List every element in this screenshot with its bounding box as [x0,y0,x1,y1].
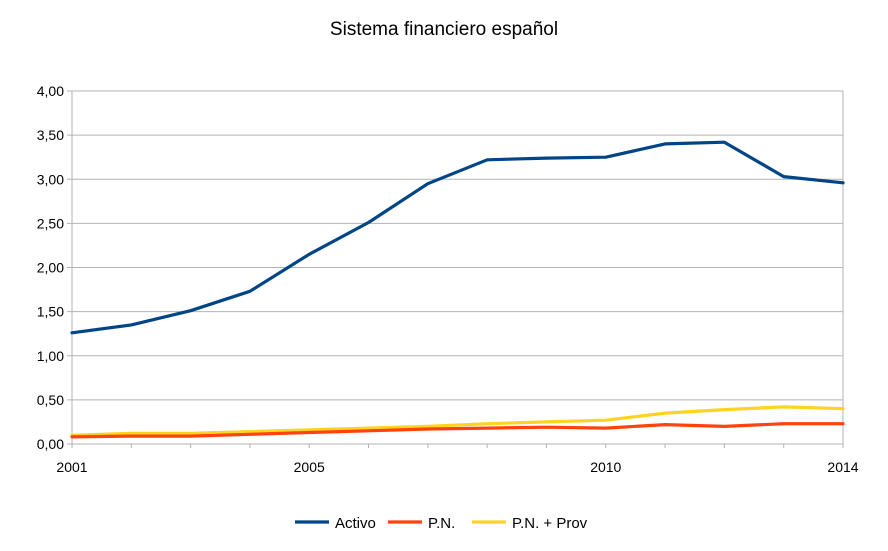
x-tick-label: 2005 [294,459,325,475]
y-tick-label: 1,00 [37,348,64,364]
series-line-p-n [70,422,845,439]
legend-label: P.N. + Prov [512,515,588,532]
y-tick-label: 3,00 [37,171,64,187]
y-tick-label: 0,50 [37,392,64,408]
y-tick-label: 2,50 [37,215,64,231]
chart-title: Sistema financiero español [330,19,558,40]
x-tick-label: 2014 [827,459,858,475]
legend-label: P.N. [428,515,455,532]
x-axis-ticks: 2001 2005 2010 2014 [56,444,859,475]
y-tick-label: 2,00 [37,260,64,276]
y-tick-label: 4,00 [37,83,64,99]
x-tick-label: 2010 [590,459,621,475]
legend: Activo P.N. P.N. + Prov [295,515,588,532]
series-line-activo [70,140,845,335]
y-tick-label: 3,50 [37,127,64,143]
y-tick-label: 0,00 [37,436,64,452]
x-tick-label: 2001 [56,459,87,475]
y-tick-label: 1,50 [37,304,64,320]
series-line-p-n-prov [70,405,845,437]
gridlines [72,90,843,445]
legend-label: Activo [335,515,376,532]
y-axis-ticks: 0,00 0,50 1,00 1,50 2,00 2,50 3,00 3,50 4,00 [37,83,72,452]
series-lines [70,140,845,439]
